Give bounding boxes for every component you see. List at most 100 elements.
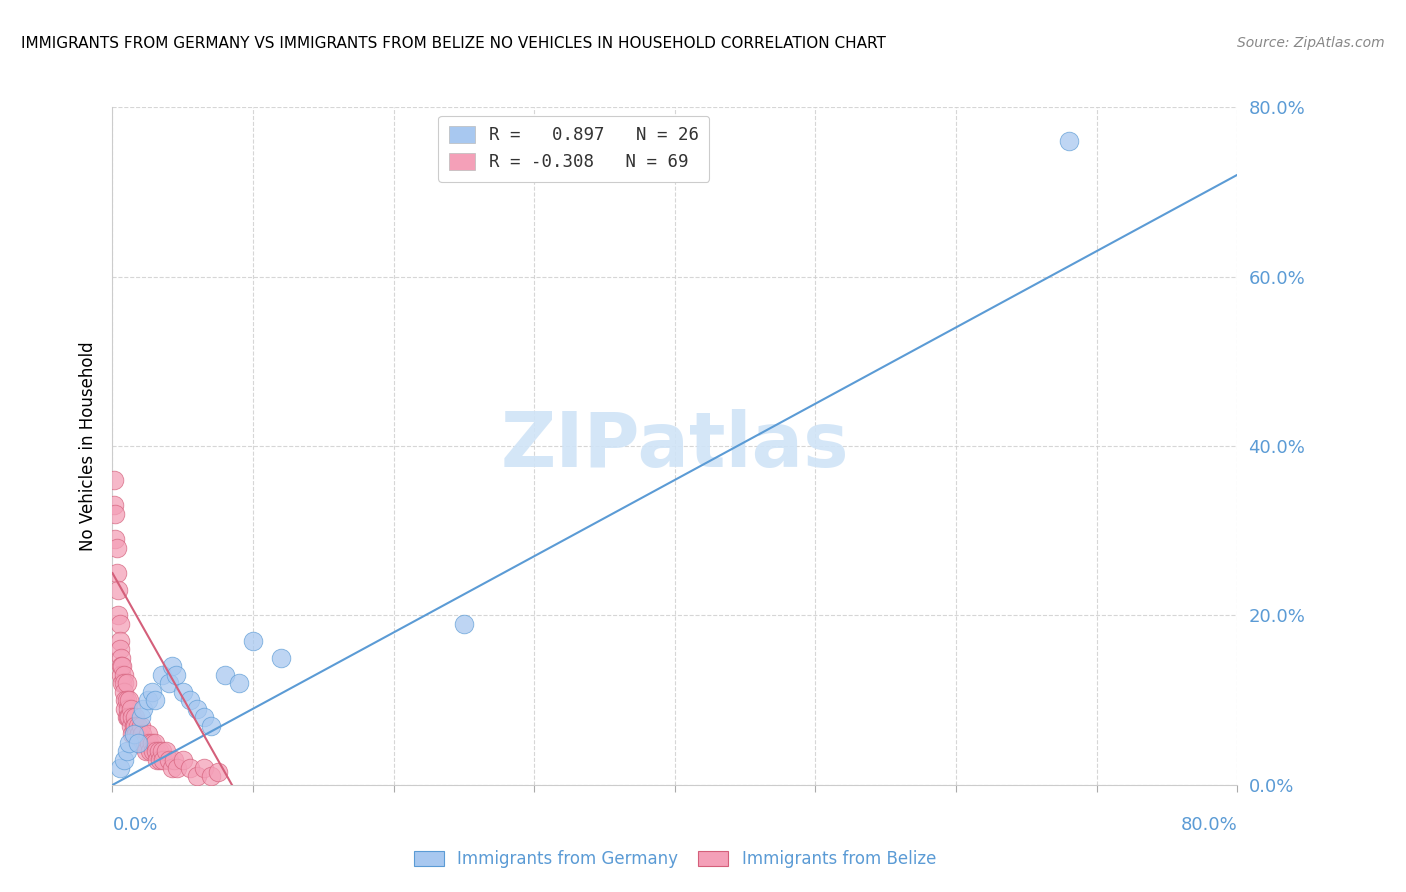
Point xyxy=(134,735,156,749)
Point xyxy=(114,693,136,707)
Point xyxy=(124,719,146,733)
Point xyxy=(121,727,143,741)
Point xyxy=(145,744,167,758)
Point xyxy=(139,744,162,758)
Point xyxy=(120,701,142,715)
Point xyxy=(146,753,169,767)
Point xyxy=(143,735,166,749)
Point xyxy=(270,651,292,665)
Point xyxy=(148,744,170,758)
Point xyxy=(157,753,180,767)
Point xyxy=(186,701,208,715)
Point xyxy=(104,532,127,546)
Point xyxy=(108,761,131,775)
Point xyxy=(103,473,125,487)
Point xyxy=(127,735,149,749)
Point xyxy=(110,659,132,673)
Point xyxy=(132,701,155,715)
Point xyxy=(166,761,188,775)
Point xyxy=(186,769,208,784)
Point xyxy=(157,676,180,690)
Point xyxy=(112,753,135,767)
Point xyxy=(103,498,125,512)
Point xyxy=(104,507,127,521)
Point xyxy=(115,676,138,690)
Point xyxy=(110,667,132,681)
Text: ZIPatlas: ZIPatlas xyxy=(501,409,849,483)
Text: 0.0%: 0.0% xyxy=(112,816,157,834)
Point xyxy=(179,693,201,707)
Point xyxy=(193,710,215,724)
Point xyxy=(207,765,229,780)
Point xyxy=(136,693,159,707)
Point xyxy=(111,676,134,690)
Point xyxy=(193,761,215,775)
Point xyxy=(127,735,149,749)
Point xyxy=(115,693,138,707)
Point xyxy=(1057,134,1080,148)
Point xyxy=(108,642,131,657)
Point xyxy=(118,710,141,724)
Point xyxy=(122,719,145,733)
Point xyxy=(115,710,138,724)
Point xyxy=(143,693,166,707)
Point xyxy=(163,753,186,767)
Point xyxy=(200,719,222,733)
Y-axis label: No Vehicles in Household: No Vehicles in Household xyxy=(79,341,97,551)
Point xyxy=(129,735,152,749)
Text: IMMIGRANTS FROM GERMANY VS IMMIGRANTS FROM BELIZE NO VEHICLES IN HOUSEHOLD CORRE: IMMIGRANTS FROM GERMANY VS IMMIGRANTS FR… xyxy=(21,36,886,51)
Point xyxy=(453,617,475,632)
Point xyxy=(129,710,152,724)
Point xyxy=(135,744,157,758)
Text: 80.0%: 80.0% xyxy=(1181,816,1237,834)
Point xyxy=(124,710,146,724)
Point xyxy=(160,659,183,673)
Point xyxy=(118,735,141,749)
Point xyxy=(242,633,264,648)
Point xyxy=(108,633,131,648)
Point xyxy=(165,667,187,681)
Point xyxy=(115,744,138,758)
Point xyxy=(214,667,236,681)
Point xyxy=(107,608,129,623)
Point xyxy=(172,685,194,699)
Point xyxy=(138,735,160,749)
Point xyxy=(105,541,128,555)
Point xyxy=(122,727,145,741)
Point xyxy=(141,735,163,749)
Point xyxy=(150,667,173,681)
Point xyxy=(141,685,163,699)
Point xyxy=(112,685,135,699)
Point xyxy=(105,566,128,580)
Text: Source: ZipAtlas.com: Source: ZipAtlas.com xyxy=(1237,36,1385,50)
Point xyxy=(142,744,165,758)
Point xyxy=(155,744,177,758)
Point xyxy=(150,744,173,758)
Legend: R =   0.897   N = 26, R = -0.308   N = 69: R = 0.897 N = 26, R = -0.308 N = 69 xyxy=(439,116,709,182)
Point xyxy=(149,753,172,767)
Point xyxy=(179,761,201,775)
Point xyxy=(160,761,183,775)
Point xyxy=(112,667,135,681)
Point xyxy=(132,735,155,749)
Point xyxy=(127,719,149,733)
Point xyxy=(136,727,159,741)
Point xyxy=(122,727,145,741)
Point xyxy=(118,693,141,707)
Point xyxy=(131,727,153,741)
Point xyxy=(152,753,174,767)
Point xyxy=(120,719,142,733)
Point xyxy=(112,676,135,690)
Point xyxy=(117,710,139,724)
Point xyxy=(129,719,152,733)
Point xyxy=(107,583,129,598)
Point xyxy=(128,727,150,741)
Point xyxy=(111,659,134,673)
Point xyxy=(125,727,148,741)
Point xyxy=(200,769,222,784)
Point xyxy=(172,753,194,767)
Point xyxy=(108,617,131,632)
Point xyxy=(110,651,132,665)
Point xyxy=(117,701,139,715)
Point xyxy=(121,710,143,724)
